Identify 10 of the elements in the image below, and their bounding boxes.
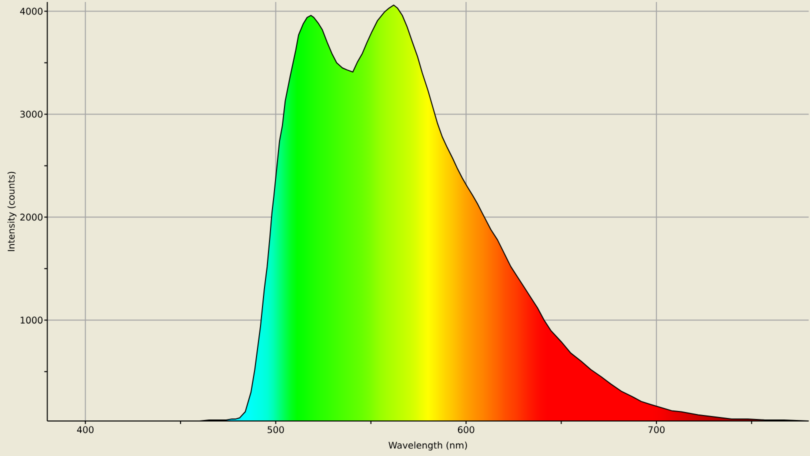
y-axis-title: Intensity (counts) xyxy=(8,172,16,252)
y-tick-label: 1000 xyxy=(20,316,42,324)
y-tick-label: 2000 xyxy=(20,214,42,221)
x-tick-label: 400 xyxy=(77,426,94,434)
y-tick-label: 3000 xyxy=(20,110,42,118)
x-tick-label: 700 xyxy=(648,426,665,434)
y-tick-label: 4000 xyxy=(20,8,42,15)
x-axis-title: Wavelength (nm) xyxy=(388,442,467,450)
x-tick-label: 600 xyxy=(458,426,474,434)
x-tick-label: 500 xyxy=(268,426,284,434)
